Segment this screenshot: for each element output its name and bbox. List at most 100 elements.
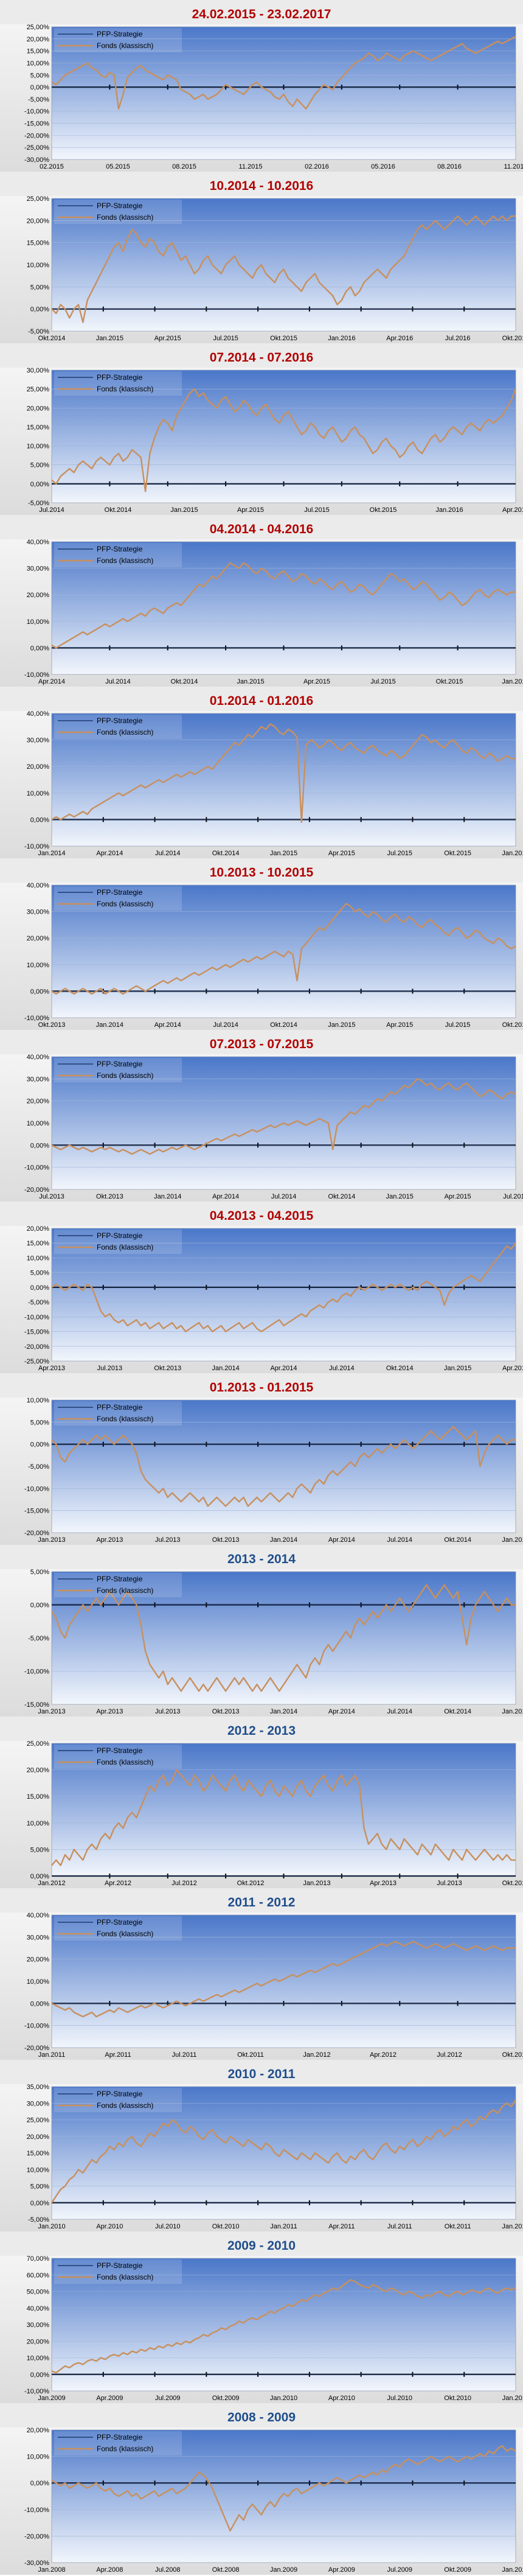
x-tick-label: Apr.2015: [154, 335, 181, 342]
x-tick-label: Apr.2012: [105, 1880, 131, 1887]
legend-label: PFP-Strategie: [97, 545, 143, 553]
y-tick-label: -20,00%: [24, 2045, 49, 2052]
chart-title: 04.2013 - 04.2015: [209, 1209, 314, 1223]
y-tick-label: 20,00%: [27, 2338, 50, 2345]
y-tick-label: 10,00%: [27, 443, 50, 450]
x-tick-label: Apr.2013: [96, 1536, 123, 1544]
legend: PFP-Strategie Fonds (klassisch): [54, 1916, 182, 1941]
x-tick-label: Apr.2015: [386, 1021, 413, 1029]
chart-panel: 24.02.2015 - 23.02.2017 25,00% 20,00% 15,00…: [0, 0, 523, 172]
y-tick-label: 20,00%: [27, 1098, 50, 1105]
y-tick-label: 10,00%: [27, 2166, 50, 2174]
x-tick-label: Okt.2014: [270, 1021, 297, 1029]
x-tick-label: Jan.2016: [502, 678, 523, 685]
y-tick-label: -20,00%: [24, 132, 49, 139]
x-tick-label: Jul.2014: [213, 1021, 238, 1029]
y-tick-label: 40,00%: [27, 1054, 50, 1061]
y-tick-label: 25,00%: [27, 386, 50, 393]
y-tick-label: 60,00%: [27, 2272, 50, 2279]
y-tick-label: 25,00%: [27, 24, 50, 31]
x-tick-label: Jan.2014: [96, 1021, 123, 1029]
x-tick-label: Okt.2014: [444, 1536, 471, 1544]
legend-label: PFP-Strategie: [97, 373, 143, 382]
y-tick-label: 10,00%: [27, 262, 50, 269]
chart-panel: 10.2013 - 10.2015 40,00% 30,00% 20,00% 10,00…: [0, 858, 523, 1030]
series-line-fonds-klassisch: [51, 1078, 516, 1155]
y-tick-label: 15,00%: [27, 2150, 50, 2157]
x-tick-label: Okt.2009: [212, 2395, 240, 2402]
x-tick-label: Jan.2014: [38, 850, 65, 857]
x-tick-label: Jan.2015: [502, 1708, 523, 1715]
y-tick-label: 25,00%: [27, 2117, 50, 2124]
legend-label: Fonds (klassisch): [97, 385, 153, 393]
x-tick-label: Jul.2013: [39, 1193, 64, 1200]
x-tick-label: Okt.2015: [502, 1021, 523, 1029]
y-tick-label: 10,00%: [27, 1398, 50, 1404]
y-tick-label: 20,00%: [27, 2133, 50, 2141]
chart-title: 2012 - 2013: [227, 1724, 296, 1738]
y-tick-label: -30,00%: [24, 156, 49, 164]
y-tick-label: 0,00%: [30, 988, 49, 995]
series-line-fonds-klassisch: [51, 215, 516, 323]
y-tick-label: 30,00%: [27, 565, 50, 573]
x-tick-label: Jul.2015: [503, 1193, 523, 1200]
series-line-fonds-klassisch: [51, 2279, 516, 2374]
y-tick-label: 10,00%: [27, 2355, 50, 2362]
chart-panel: 2009 - 2010 70,00% 60,00% 50,00% 40,00% 30,00…: [0, 2231, 523, 2403]
y-tick-label: -10,00%: [24, 108, 49, 116]
x-tick-label: Apr.2014: [270, 1365, 297, 1372]
legend: PFP-Strategie Fonds (klassisch): [54, 28, 182, 52]
x-tick-label: Apr.2013: [38, 1365, 65, 1372]
x-tick-label: Jul.2015: [445, 1021, 471, 1029]
x-tick-label: Jul.2011: [387, 2223, 412, 2230]
line-chart: 5,00% 0,00% -5,00% -10,00% -15,00%Jan.2013 Ap…: [0, 1569, 523, 1717]
y-tick-label: -20,00%: [24, 1530, 49, 1537]
x-tick-label: Jul.2009: [387, 2566, 412, 2574]
y-tick-label: -5,00%: [28, 1299, 49, 1306]
legend-label: PFP-Strategie: [97, 1575, 143, 1583]
legend-label: Fonds (klassisch): [97, 1930, 153, 1938]
chart-panel: 2010 - 2011 35,00% 30,00% 25,00% 20,00% 15,00…: [0, 2060, 523, 2231]
legend-label: PFP-Strategie: [97, 1918, 143, 1927]
x-tick-label: Jul.2016: [445, 335, 471, 342]
x-tick-label: Okt.2016: [502, 335, 523, 342]
y-tick-label: 15,00%: [27, 1240, 50, 1247]
x-tick-label: Jul.2015: [304, 506, 330, 514]
y-tick-label: -5,00%: [28, 2216, 49, 2224]
series-line-fonds-klassisch: [51, 1941, 516, 2018]
series-line-fonds-klassisch: [51, 2099, 516, 2203]
chart-title: 24.02.2015 - 23.02.2017: [192, 7, 331, 21]
x-tick-label: Jul.2015: [370, 678, 396, 685]
x-tick-label: Okt.2013: [96, 1193, 123, 1200]
y-tick-label: 10,00%: [27, 962, 50, 969]
chart-title: 2008 - 2009: [227, 2410, 296, 2424]
line-chart: 10,00% 5,00% 0,00% -5,00% -10,00% -15,00% -20,…: [0, 1398, 523, 1545]
x-tick-label: Apr.2015: [237, 506, 264, 514]
x-tick-label: Jan.2013: [38, 1708, 65, 1715]
chart-panel: 07.2014 - 07.2016 30,00% 25,00% 20,00% 15,00…: [0, 343, 523, 515]
x-tick-label: Jan.2010: [270, 2395, 297, 2402]
x-tick-label: Apr.2014: [328, 1708, 355, 1715]
x-tick-label: 11.2015: [239, 163, 263, 170]
y-tick-label: -5,00%: [28, 328, 49, 335]
x-tick-label: Apr.2014: [38, 678, 65, 685]
legend-label: Fonds (klassisch): [97, 41, 153, 50]
x-tick-label: Apr.2015: [502, 1365, 523, 1372]
x-tick-label: 08.2015: [172, 163, 196, 170]
x-tick-label: Jan.2014: [212, 1365, 239, 1372]
plot-area: [51, 369, 516, 503]
x-tick-label: Apr.2010: [96, 2223, 123, 2230]
y-tick-label: 40,00%: [27, 539, 50, 546]
y-tick-label: 0,00%: [30, 1142, 49, 1149]
x-tick-label: Apr.2014: [212, 1193, 239, 1200]
x-tick-label: 05.2015: [106, 163, 130, 170]
y-tick-label: 15,00%: [27, 1793, 50, 1801]
chart-title: 01.2013 - 01.2015: [209, 1381, 314, 1395]
chart-panel: 04.2013 - 04.2015 20,00% 15,00% 10,00% 5,00%…: [0, 1202, 523, 1373]
y-tick-label: 20,00%: [27, 1226, 50, 1233]
x-tick-label: Jan.2015: [170, 506, 198, 514]
x-tick-label: Jan.2015: [328, 1021, 355, 1029]
plot-area: [51, 713, 516, 847]
legend-label: Fonds (klassisch): [97, 2273, 153, 2281]
x-tick-label: Okt.2009: [444, 2566, 471, 2574]
